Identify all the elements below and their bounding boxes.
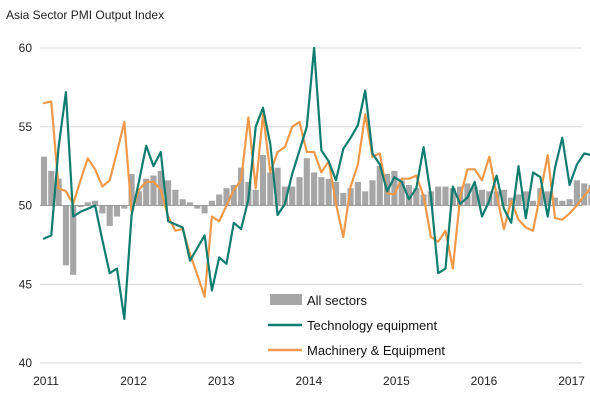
bar-all-sectors [515, 194, 522, 206]
bar-all-sectors [259, 155, 267, 206]
legend-machinery-equipment-label: Machinery & Equipment [307, 343, 445, 358]
y-tick-label: 50 [19, 199, 33, 213]
bar-all-sectors [588, 185, 590, 206]
bar-all-sectors [238, 167, 245, 206]
bar-all-sectors [223, 188, 230, 206]
bar-all-sectors [230, 185, 237, 206]
bar-all-sectors [99, 205, 106, 214]
bar-all-sectors [471, 186, 478, 206]
x-tick-label: 2013 [208, 374, 235, 388]
legend-technology-equipment-label: Technology equipment [307, 318, 437, 333]
bar-all-sectors [442, 186, 449, 206]
bar-all-sectors [435, 186, 442, 206]
x-axis-ticks: 2011 2012 2013 2014 2015 2016 2017 [33, 374, 585, 388]
bar-all-sectors [194, 205, 201, 209]
line-technology-equipment [42, 46, 590, 320]
bar-all-sectors [303, 158, 310, 206]
x-tick-label: 2014 [295, 374, 322, 388]
bar-all-sectors [530, 200, 537, 206]
y-tick-label: 55 [19, 120, 33, 134]
bar-all-sectors [296, 177, 303, 206]
bar-all-sectors [70, 205, 77, 275]
x-tick-label: 2016 [471, 374, 498, 388]
legend-all-sectors-swatch [270, 294, 302, 305]
bar-all-sectors [325, 178, 332, 206]
bar-all-sectors [340, 192, 347, 206]
bar-all-sectors [332, 181, 340, 206]
bar-all-sectors [106, 205, 113, 226]
y-axis-ticks: 40 45 50 55 60 [19, 41, 33, 370]
y-tick-label: 45 [19, 277, 33, 291]
bar-all-sectors [201, 205, 208, 214]
bar-all-sectors [398, 180, 405, 206]
bar-all-sectors [566, 199, 573, 206]
bar-all-sectors [274, 167, 281, 206]
bar-all-sectors [84, 202, 91, 206]
bar-all-sectors [281, 186, 288, 206]
bar-all-sectors [77, 205, 84, 208]
y-tick-label: 40 [19, 356, 33, 370]
bar-all-sectors [55, 178, 62, 206]
bar-all-sectors [135, 191, 142, 206]
bar-all-sectors [551, 197, 559, 206]
bar-all-sectors [48, 170, 55, 206]
bar-all-sectors [289, 186, 296, 206]
bar-all-sectors [128, 174, 135, 206]
series-lines [42, 46, 590, 320]
bar-all-sectors [208, 200, 215, 206]
bar-all-sectors [318, 177, 325, 206]
x-tick-label: 2012 [120, 374, 147, 388]
bar-all-sectors [354, 181, 361, 206]
bar-all-sectors [172, 189, 179, 206]
bar-all-sectors [267, 172, 274, 206]
bar-all-sectors [62, 205, 69, 266]
bar-all-sectors [92, 200, 99, 206]
x-tick-label: 2011 [33, 374, 59, 388]
bar-all-sectors [347, 188, 354, 206]
bar-all-sectors [121, 205, 128, 209]
bar-all-sectors [179, 199, 186, 206]
legend: All sectors Technology equipment Machinery… [268, 293, 445, 358]
x-tick-label: 2015 [383, 374, 410, 388]
bar-all-sectors [311, 172, 318, 206]
bar-all-sectors [157, 170, 164, 206]
bar-all-sectors [362, 191, 369, 206]
bar-all-sectors [165, 180, 172, 206]
bar-all-sectors [573, 180, 580, 206]
chart-title: Asia Sector PMI Output Index [6, 8, 164, 22]
bar-all-sectors [413, 188, 420, 206]
bar-all-sectors [405, 185, 413, 206]
bar-all-sectors [544, 191, 551, 206]
bar-all-sectors [252, 189, 259, 206]
bar-all-sectors [186, 202, 194, 206]
line-machinery-equipment [42, 100, 590, 298]
bar-all-sectors [559, 200, 566, 206]
y-tick-label: 60 [19, 41, 33, 55]
bar-all-sectors [369, 180, 376, 206]
bar-all-sectors [500, 189, 507, 206]
bar-all-sectors [391, 170, 398, 206]
bar-all-sectors [464, 183, 471, 206]
bar-all-sectors [40, 156, 48, 206]
bar-all-sectors [522, 191, 529, 206]
bar-all-sectors [143, 178, 150, 206]
bar-all-sectors [376, 166, 383, 206]
bar-all-sectors [150, 175, 157, 206]
bar-all-sectors [113, 205, 121, 217]
x-tick-label: 2017 [558, 374, 585, 388]
bar-all-sectors [478, 189, 486, 206]
legend-all-sectors-label: All sectors [307, 293, 367, 308]
bar-all-sectors [216, 194, 223, 206]
